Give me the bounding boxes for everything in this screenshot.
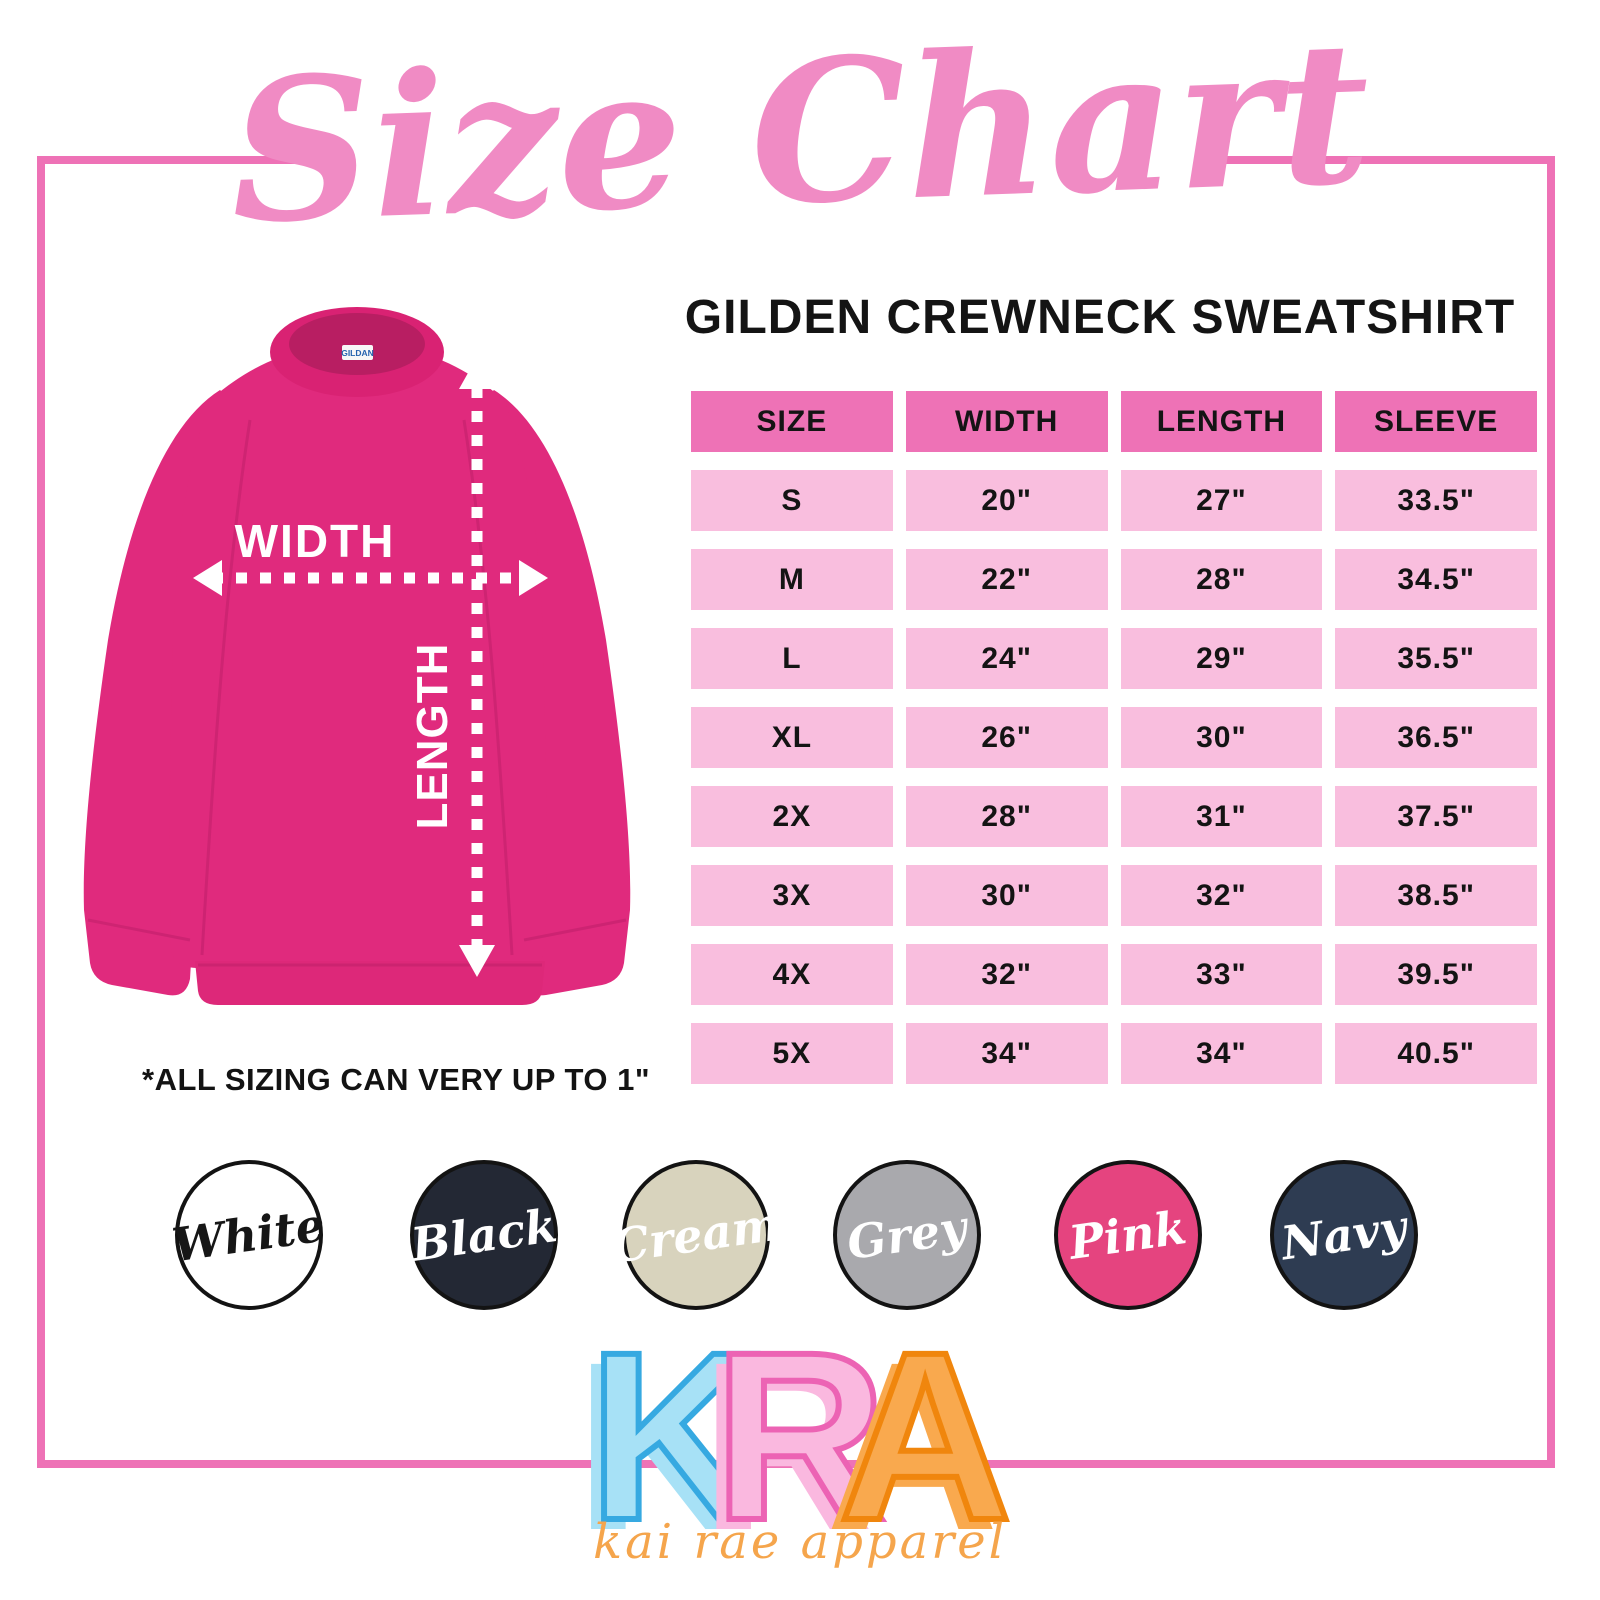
size-cell: 3X — [691, 865, 893, 926]
measurement-cell: 39.5" — [1335, 944, 1537, 1005]
measurement-cell: 20" — [905, 470, 1108, 531]
measurement-cell: 33.5" — [1335, 470, 1537, 531]
sizing-note: *ALL SIZING CAN VERY UP TO 1" — [142, 1062, 651, 1097]
collar-opening — [289, 313, 425, 375]
swatch-label: Grey — [844, 1199, 970, 1271]
measurement-cell: 37.5" — [1335, 786, 1537, 847]
hem-band — [195, 961, 545, 1005]
swatch-label: Cream — [608, 1196, 784, 1274]
measurement-cell: 40.5" — [1335, 1023, 1537, 1084]
measurement-cell: 27" — [1120, 470, 1323, 531]
size-cell: M — [691, 549, 893, 610]
sweatshirt-diagram: GILDAN WIDTH LENGTH — [83, 307, 631, 1005]
swatch-label: Pink — [1066, 1200, 1190, 1270]
collar-tag — [342, 345, 373, 360]
width-arrow-left-head — [193, 560, 222, 596]
size-cell: XL — [691, 707, 893, 768]
width-label: WIDTH — [235, 515, 396, 567]
swatch-white: White — [169, 1160, 329, 1310]
swatch-black: Black — [407, 1160, 561, 1310]
measurement-cell: 30" — [905, 865, 1108, 926]
length-arrow-bottom-head — [459, 945, 495, 977]
swatch-label: Black — [407, 1198, 561, 1272]
sweatshirt-graphic: GILDAN — [83, 307, 631, 1005]
measurement-cell: 28" — [1120, 549, 1323, 610]
title-background-mask — [348, 148, 1210, 174]
size-cell: 4X — [691, 944, 893, 1005]
length-label: LENGTH — [408, 643, 457, 830]
swatch-navy: Navy — [1270, 1160, 1418, 1310]
measurement-cell: 28" — [905, 786, 1108, 847]
measurement-cell: 38.5" — [1335, 865, 1537, 926]
size-cell: 5X — [691, 1023, 893, 1084]
brand-letter-a: A — [836, 1302, 1015, 1570]
swatch-label: White — [169, 1197, 329, 1273]
measurement-cell: 32" — [905, 944, 1108, 1005]
size-cell: S — [691, 470, 893, 531]
measurement-cell: 22" — [905, 549, 1108, 610]
product-title: GILDEN CREWNECK SWEATSHIRT — [684, 291, 1516, 344]
length-arrow-top-head — [459, 357, 495, 389]
left-cuff-seam — [87, 918, 191, 942]
brand-letters: KRA — [400, 1302, 1200, 1570]
measurement-cell: 33" — [1120, 944, 1323, 1005]
table-header-cell: WIDTH — [905, 391, 1108, 452]
swatch-label: Navy — [1278, 1199, 1410, 1271]
left-sleeve-seam — [200, 419, 252, 956]
measurement-cell: 24" — [905, 628, 1108, 689]
measurement-cell: 36.5" — [1335, 707, 1537, 768]
measurement-cell: 34" — [905, 1023, 1108, 1084]
measurement-cell: 32" — [1120, 865, 1323, 926]
table-header-cell: SIZE — [691, 391, 893, 452]
table-header-cell: SLEEVE — [1335, 391, 1537, 452]
measurement-cell: 31" — [1120, 786, 1323, 847]
brand-letter-k: K — [585, 1302, 764, 1570]
size-table: SIZE WIDTH LENGTH SLEEVE S 20" 27" 33.5" M 22" 28"… — [691, 391, 1537, 1084]
width-arrow-right-head — [519, 560, 548, 596]
measurement-cell: 29" — [1120, 628, 1323, 689]
swatch-grey: Grey — [833, 1160, 981, 1310]
measurement-arrows: WIDTH LENGTH — [193, 357, 548, 977]
measurement-cell: 34" — [1120, 1023, 1323, 1084]
collar-tag-text: GILDAN — [341, 348, 374, 358]
table-header-cell: LENGTH — [1120, 391, 1323, 452]
brand-tagline: kai rae apparel — [593, 1514, 1007, 1570]
brand-letter-r: R — [710, 1302, 889, 1570]
measurement-cell: 26" — [905, 707, 1108, 768]
right-cuff-seam — [523, 918, 627, 942]
size-cell: 2X — [691, 786, 893, 847]
torso — [169, 345, 547, 968]
measurement-cell: 30" — [1120, 707, 1323, 768]
page-title: Size Chart — [226, 0, 1374, 268]
size-cell: L — [691, 628, 893, 689]
measurement-cell: 35.5" — [1335, 628, 1537, 689]
swatch-cream: Cream — [609, 1160, 783, 1310]
measurement-cell: 34.5" — [1335, 549, 1537, 610]
swatch-pink: Pink — [1054, 1160, 1202, 1310]
